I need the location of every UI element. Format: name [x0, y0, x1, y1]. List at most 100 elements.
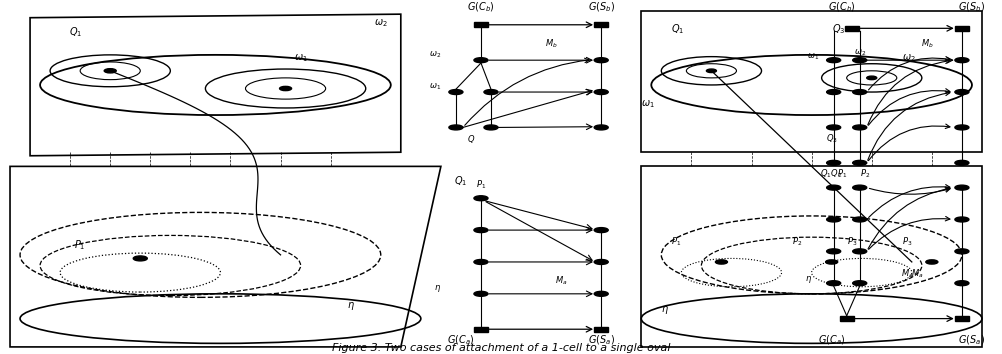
Circle shape: [484, 125, 498, 130]
Text: $P_2$: $P_2$: [792, 235, 802, 248]
Text: $P_1$: $P_1$: [74, 238, 86, 252]
Circle shape: [955, 185, 969, 190]
Circle shape: [955, 90, 969, 95]
Text: $\eta$: $\eta$: [434, 283, 441, 294]
Circle shape: [955, 217, 969, 222]
Text: $G(C_b)$: $G(C_b)$: [828, 1, 856, 15]
Bar: [594, 22, 608, 27]
Text: $Q_1$: $Q_1$: [671, 22, 684, 36]
Circle shape: [827, 185, 841, 190]
Text: $P_3$: $P_3$: [847, 235, 857, 248]
Circle shape: [474, 196, 488, 201]
Text: $P_1$: $P_1$: [837, 168, 847, 181]
FancyArrowPatch shape: [870, 188, 950, 194]
Circle shape: [474, 291, 488, 296]
Circle shape: [449, 90, 463, 95]
Text: $M_a$: $M_a$: [911, 267, 923, 280]
Circle shape: [827, 58, 841, 63]
Text: $Q_1 Q_2$: $Q_1 Q_2$: [821, 168, 843, 181]
Text: $M_b$: $M_b$: [545, 37, 557, 50]
Text: $P_1$: $P_1$: [671, 235, 681, 248]
FancyArrowPatch shape: [868, 59, 950, 125]
FancyArrowPatch shape: [869, 184, 950, 217]
Text: $\omega_2$: $\omega_2$: [374, 17, 388, 29]
Circle shape: [955, 58, 969, 63]
Circle shape: [594, 228, 608, 233]
Circle shape: [449, 125, 463, 130]
Circle shape: [827, 249, 841, 254]
Text: $Q_1$: $Q_1$: [454, 174, 468, 188]
Text: $Q_3$: $Q_3$: [826, 133, 838, 145]
Circle shape: [474, 58, 488, 63]
Text: $G(S_a)$: $G(S_a)$: [959, 333, 985, 347]
Bar: [474, 327, 488, 332]
Text: $G(S_b)$: $G(S_b)$: [587, 1, 615, 15]
FancyArrowPatch shape: [869, 57, 950, 90]
Circle shape: [827, 217, 841, 222]
Text: $M_b$: $M_b$: [921, 37, 933, 50]
Circle shape: [853, 58, 867, 63]
Text: $\omega_1$: $\omega_1$: [429, 81, 441, 92]
Circle shape: [955, 160, 969, 165]
Text: $P_2$: $P_2$: [860, 168, 870, 181]
Text: $\omega_2$: $\omega_2$: [902, 52, 916, 64]
Text: $\omega_2$: $\omega_2$: [854, 48, 866, 58]
Text: $M_a$: $M_a$: [901, 267, 913, 280]
FancyArrowPatch shape: [465, 58, 589, 125]
Text: $G(C_a)$: $G(C_a)$: [447, 333, 475, 347]
Bar: [840, 316, 854, 321]
Text: $Q_3$: $Q_3$: [832, 22, 845, 36]
Circle shape: [853, 281, 867, 286]
Circle shape: [827, 281, 841, 286]
Circle shape: [853, 160, 867, 165]
Text: $\omega_1$: $\omega_1$: [641, 98, 655, 110]
Text: $Q_1$: $Q_1$: [68, 25, 82, 39]
Text: $\eta$: $\eta$: [805, 274, 812, 285]
Circle shape: [594, 90, 608, 95]
Text: $P_3$: $P_3$: [902, 235, 912, 248]
Text: $P_1$: $P_1$: [476, 179, 486, 191]
Circle shape: [955, 281, 969, 286]
Text: $G(C_a)$: $G(C_a)$: [818, 333, 846, 347]
FancyArrowPatch shape: [869, 89, 950, 125]
Text: $\eta$: $\eta$: [347, 300, 355, 312]
Circle shape: [853, 90, 867, 95]
Circle shape: [827, 160, 841, 165]
Circle shape: [853, 217, 867, 222]
Text: $G(S_a)$: $G(S_a)$: [588, 333, 614, 347]
Text: $\omega_1$: $\omega_1$: [294, 52, 308, 64]
Text: $\omega_1$: $\omega_1$: [808, 51, 820, 62]
Circle shape: [594, 291, 608, 296]
Text: $G(C_b)$: $G(C_b)$: [467, 1, 495, 15]
Circle shape: [715, 260, 727, 264]
Circle shape: [484, 90, 498, 95]
Circle shape: [955, 249, 969, 254]
Circle shape: [867, 76, 877, 80]
Circle shape: [853, 125, 867, 130]
Circle shape: [133, 256, 147, 261]
Circle shape: [853, 185, 867, 190]
Text: $G(S_b)$: $G(S_b)$: [958, 1, 986, 15]
Text: $Q$: $Q$: [467, 133, 475, 144]
Circle shape: [594, 125, 608, 130]
Circle shape: [826, 260, 838, 264]
FancyArrowPatch shape: [868, 187, 950, 249]
Bar: [474, 22, 488, 27]
Circle shape: [594, 58, 608, 63]
Circle shape: [827, 125, 841, 130]
Circle shape: [853, 249, 867, 254]
Circle shape: [827, 90, 841, 95]
Circle shape: [280, 86, 292, 91]
Bar: [955, 316, 969, 321]
Circle shape: [104, 69, 116, 73]
Circle shape: [706, 69, 716, 73]
Text: $M_a$: $M_a$: [555, 274, 567, 287]
Circle shape: [926, 260, 938, 264]
FancyArrowPatch shape: [869, 124, 950, 161]
Text: $\eta$: $\eta$: [661, 303, 669, 315]
Circle shape: [474, 259, 488, 264]
FancyArrowPatch shape: [869, 216, 950, 249]
Text: Figure 3. Two cases of attachment of a 1-cell to a single oval: Figure 3. Two cases of attachment of a 1…: [332, 343, 670, 353]
Bar: [845, 26, 859, 31]
FancyArrowPatch shape: [868, 91, 950, 160]
